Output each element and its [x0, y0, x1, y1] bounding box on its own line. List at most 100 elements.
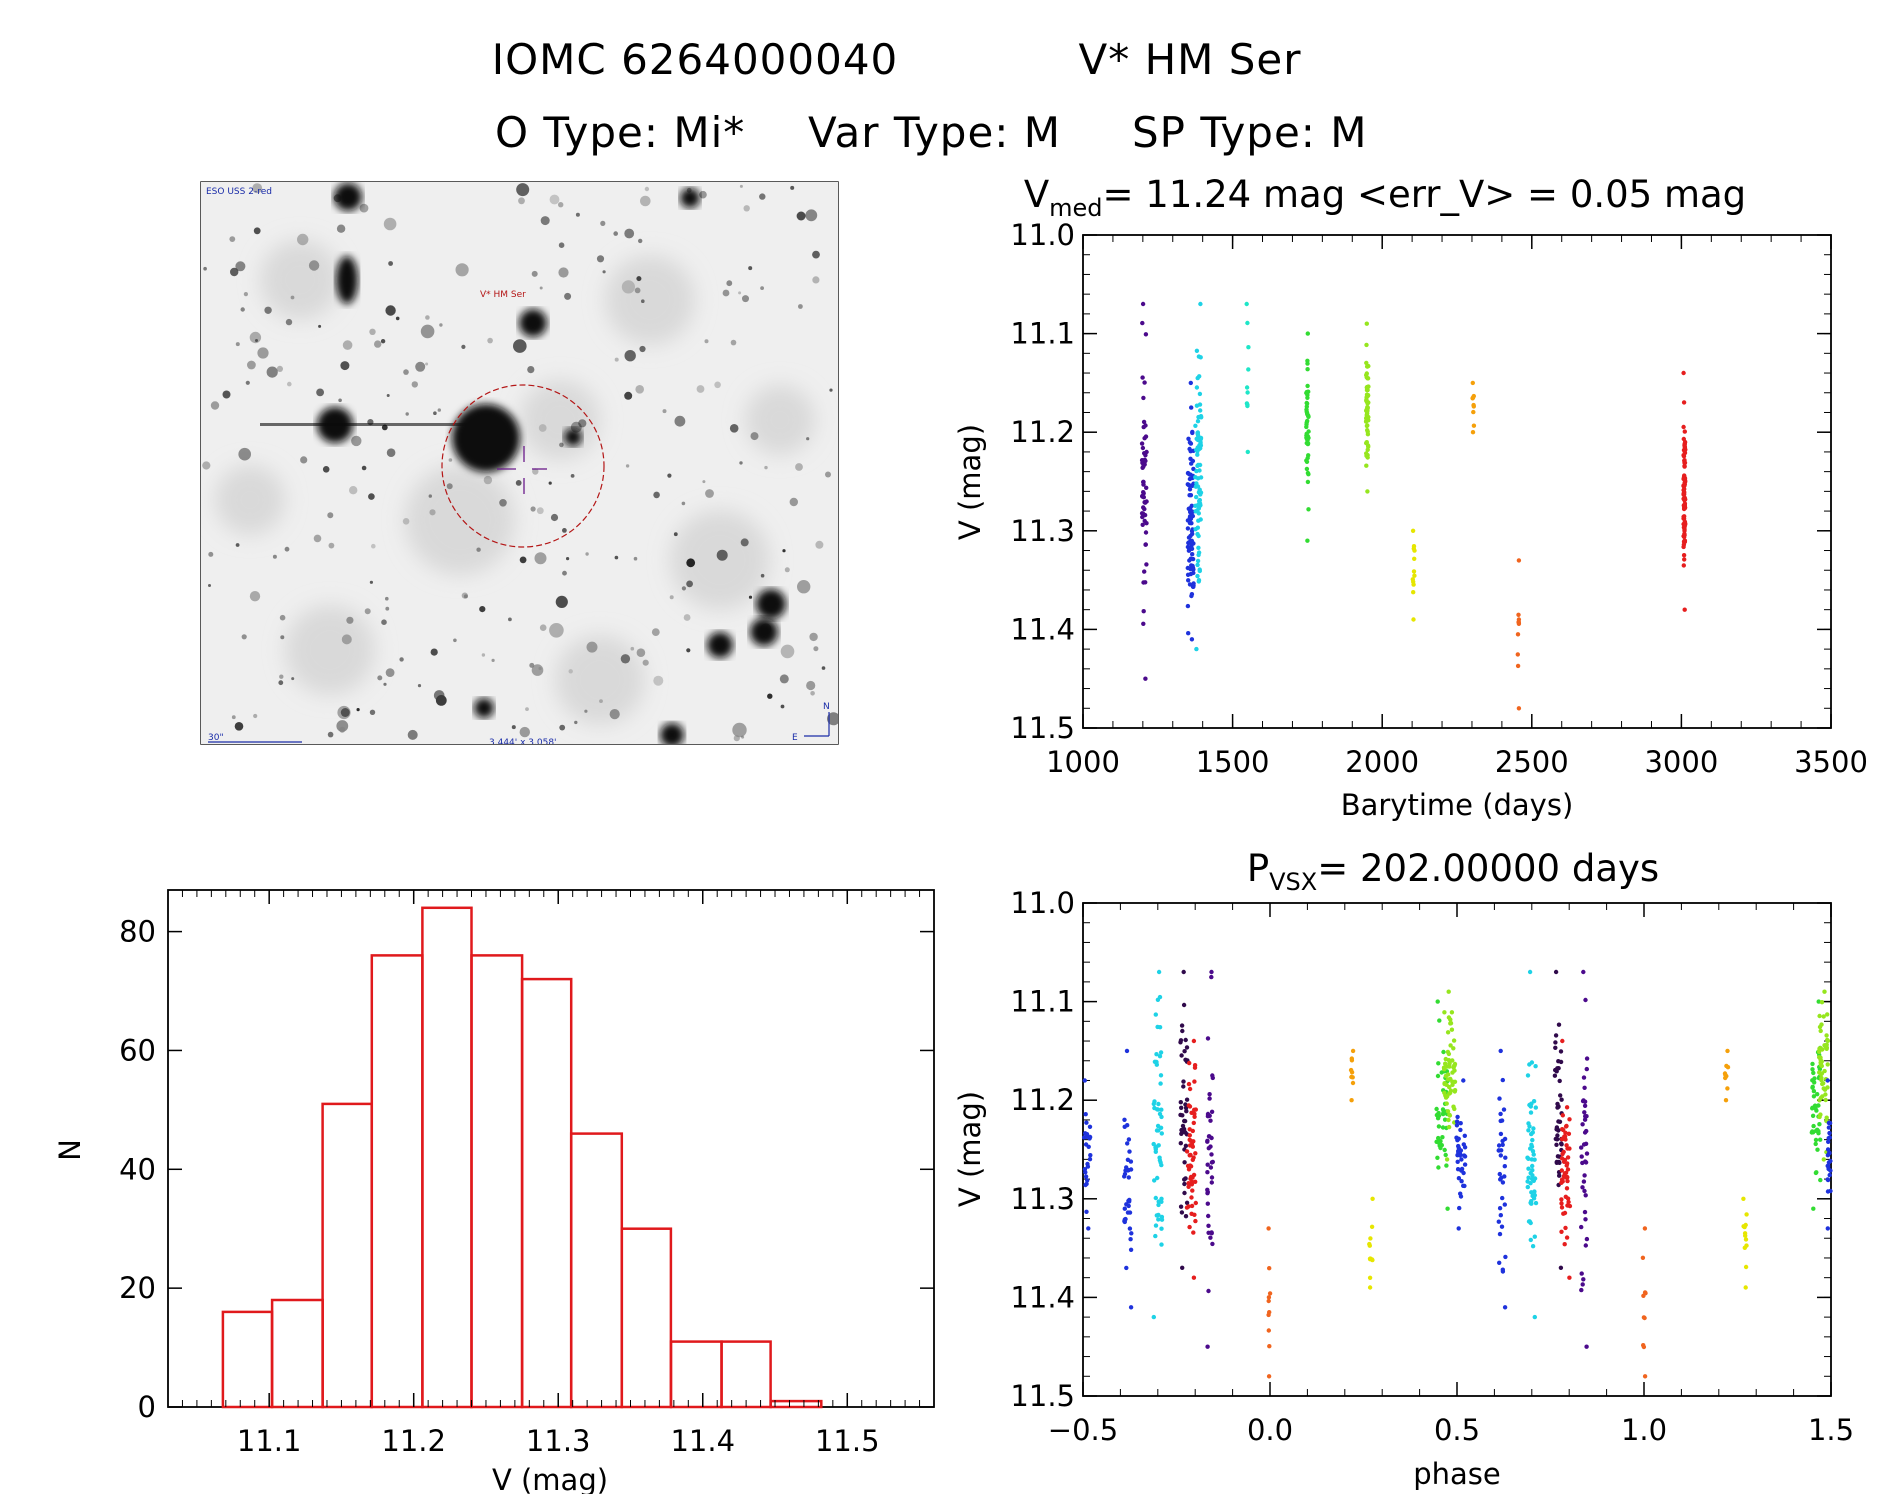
- data-point: [1159, 1131, 1165, 1136]
- data-point: [1560, 1177, 1565, 1183]
- finder-star: [340, 708, 350, 717]
- finder-star: [742, 295, 749, 303]
- data-point: [1209, 1175, 1215, 1180]
- data-point: [1526, 1166, 1531, 1171]
- data-point: [1180, 1113, 1185, 1118]
- data-point: [1456, 1226, 1461, 1231]
- data-point: [1565, 1155, 1571, 1160]
- var-type-label: Var Type: M: [808, 108, 1061, 157]
- data-point: [1087, 1124, 1093, 1130]
- data-point: [1642, 1226, 1648, 1231]
- finder-star: [759, 193, 766, 200]
- data-point: [1582, 1209, 1588, 1215]
- data-point: [1552, 1073, 1558, 1078]
- data-point: [1502, 1164, 1508, 1169]
- data-point: [1159, 1114, 1164, 1120]
- data-point: [1367, 1285, 1373, 1290]
- data-point: [1364, 360, 1369, 366]
- finder-star: [245, 380, 250, 385]
- histogram-bar: [620, 1227, 673, 1409]
- finder-star: [639, 345, 646, 353]
- data-point: [1819, 1000, 1825, 1005]
- data-point: [1447, 1064, 1452, 1069]
- data-point: [1471, 409, 1476, 415]
- data-point: [1449, 1027, 1455, 1032]
- data-point: [1563, 1130, 1568, 1136]
- data-point: [1159, 1196, 1164, 1202]
- data-point: [1305, 331, 1311, 336]
- data-point: [1563, 1225, 1568, 1231]
- data-point: [1188, 449, 1193, 454]
- histogram-bar: [221, 1310, 274, 1409]
- data-point: [1530, 1193, 1535, 1199]
- data-point: [1559, 1141, 1564, 1146]
- finder-star: [399, 657, 404, 662]
- finder-star: [760, 286, 764, 290]
- data-point: [1158, 1081, 1163, 1086]
- data-point: [1559, 1201, 1564, 1206]
- data-point: [1205, 1036, 1211, 1041]
- x-tick-label: 1000: [1046, 745, 1120, 779]
- x-tick-label: 11.4: [670, 1424, 735, 1458]
- x-tick-label: 3500: [1794, 745, 1868, 779]
- data-point: [1141, 609, 1146, 614]
- data-point: [1530, 1149, 1536, 1154]
- data-point: [1823, 1097, 1828, 1103]
- data-point: [1208, 1118, 1213, 1123]
- data-point: [1245, 320, 1250, 326]
- data-point: [1125, 1210, 1131, 1215]
- data-point: [1195, 452, 1200, 457]
- data-point: [1192, 1212, 1197, 1218]
- data-point: [1155, 1107, 1161, 1112]
- data-point: [1579, 1224, 1584, 1230]
- data-point: [1723, 1098, 1729, 1103]
- data-point: [1553, 1045, 1558, 1051]
- data-point: [1811, 1123, 1816, 1129]
- data-point: [1816, 1103, 1821, 1108]
- data-point: [1191, 1120, 1197, 1126]
- data-point: [1082, 1078, 1088, 1083]
- finder-star: [380, 339, 386, 344]
- data-point: [1210, 1075, 1216, 1081]
- finder-star: [784, 567, 790, 573]
- finder-star: [812, 276, 820, 284]
- data-point: [1497, 1231, 1503, 1237]
- data-point: [1194, 646, 1199, 652]
- data-point: [1128, 1305, 1134, 1310]
- data-point: [1815, 1092, 1820, 1097]
- finder-star: [341, 634, 352, 645]
- data-point: [1153, 1012, 1159, 1017]
- data-point: [1681, 563, 1687, 568]
- data-point: [1122, 1117, 1127, 1123]
- data-point: [1441, 1049, 1446, 1055]
- data-point: [1722, 1071, 1728, 1076]
- histogram-bars: [221, 906, 823, 1409]
- data-point: [1178, 1204, 1184, 1209]
- data-point: [1084, 1134, 1089, 1140]
- data-point: [1459, 1179, 1464, 1184]
- data-point: [1198, 414, 1204, 419]
- data-point: [1155, 1175, 1160, 1181]
- finder-star: [686, 558, 696, 568]
- finder-star: [653, 675, 664, 686]
- finder-star: [636, 276, 642, 282]
- histogram-ylabel: N: [53, 1139, 87, 1161]
- data-point: [1442, 1090, 1447, 1096]
- data-point: [1725, 1086, 1730, 1091]
- data-point: [1559, 1205, 1565, 1210]
- x-tick-label: 11.5: [815, 1424, 880, 1458]
- data-point: [1084, 1209, 1089, 1215]
- finder-star: [696, 385, 705, 393]
- histogram-bar: [569, 1132, 624, 1409]
- data-point: [1187, 558, 1192, 563]
- data-point: [1196, 354, 1202, 359]
- data-point: [1435, 999, 1440, 1004]
- finder-star: [453, 638, 457, 643]
- data-point: [1179, 1105, 1184, 1111]
- data-point: [1443, 1073, 1449, 1079]
- data-point: [1553, 969, 1559, 975]
- data-point: [1152, 1099, 1157, 1104]
- finder-star: [210, 401, 220, 410]
- data-point: [1532, 1314, 1538, 1320]
- finder-star: [255, 339, 258, 342]
